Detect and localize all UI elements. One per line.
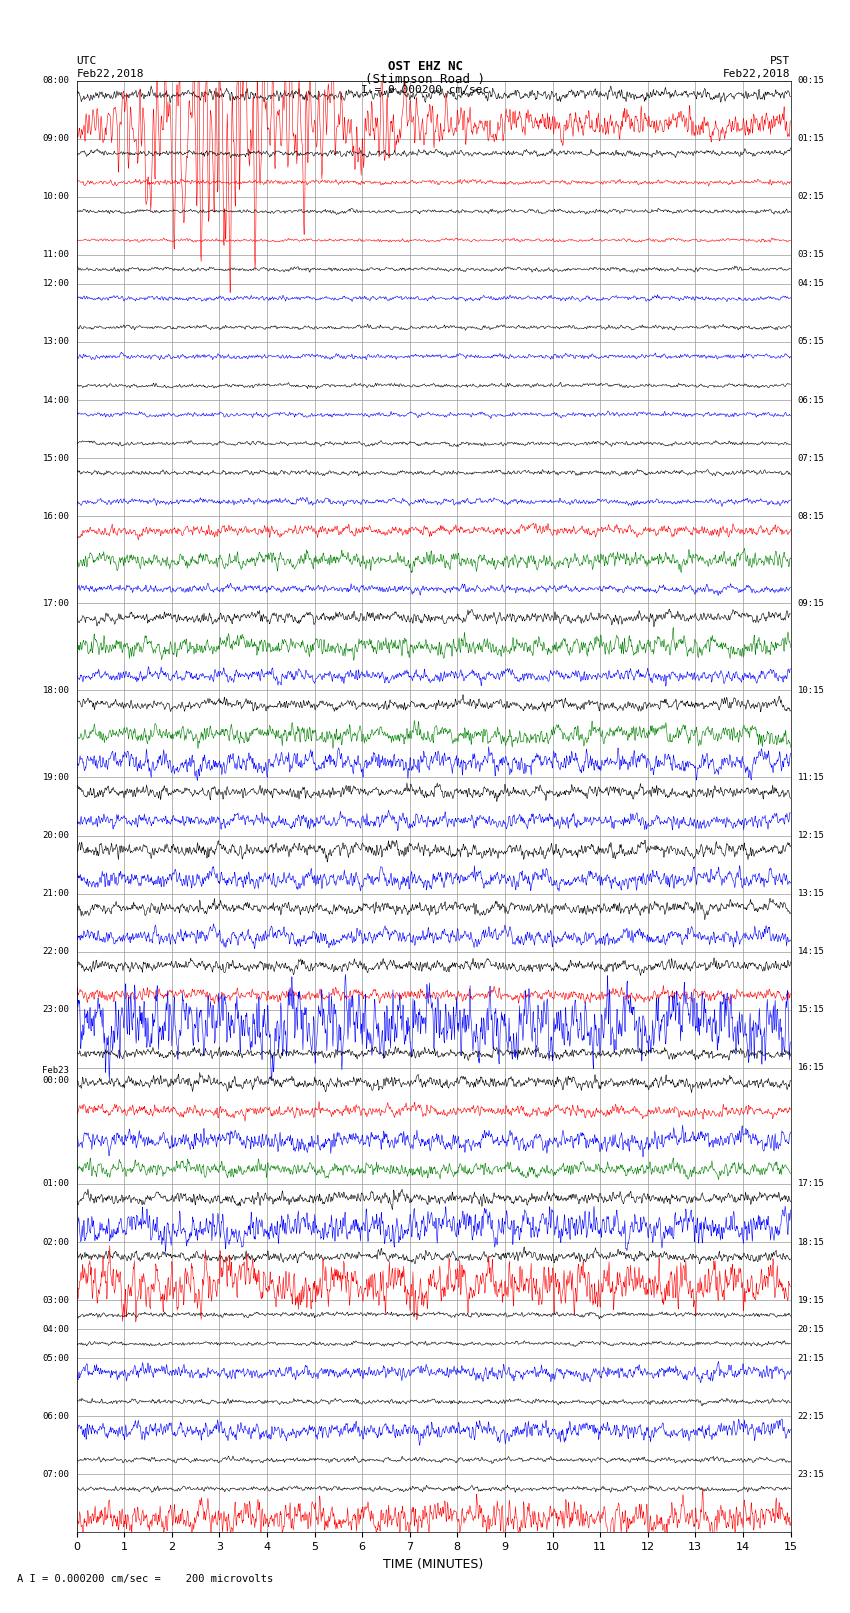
Text: UTC: UTC <box>76 56 97 66</box>
Text: 09:15: 09:15 <box>797 598 824 608</box>
Text: 02:00: 02:00 <box>42 1237 70 1247</box>
Text: 10:15: 10:15 <box>797 686 824 695</box>
Text: 06:15: 06:15 <box>797 395 824 405</box>
Text: 07:15: 07:15 <box>797 453 824 463</box>
Text: 19:15: 19:15 <box>797 1295 824 1305</box>
Text: OST EHZ NC: OST EHZ NC <box>388 60 462 73</box>
Text: 00:00: 00:00 <box>42 1076 70 1086</box>
Text: 22:00: 22:00 <box>42 947 70 957</box>
Text: 11:00: 11:00 <box>42 250 70 260</box>
Text: 12:00: 12:00 <box>42 279 70 289</box>
Text: 01:00: 01:00 <box>42 1179 70 1189</box>
Text: 05:00: 05:00 <box>42 1353 70 1363</box>
Text: 12:15: 12:15 <box>797 831 824 840</box>
Text: 20:15: 20:15 <box>797 1324 824 1334</box>
Text: 18:00: 18:00 <box>42 686 70 695</box>
Text: 17:00: 17:00 <box>42 598 70 608</box>
Text: 16:15: 16:15 <box>797 1063 824 1073</box>
Text: 13:00: 13:00 <box>42 337 70 347</box>
Text: 23:15: 23:15 <box>797 1469 824 1479</box>
Text: 04:15: 04:15 <box>797 279 824 289</box>
Text: 18:15: 18:15 <box>797 1237 824 1247</box>
Text: 08:15: 08:15 <box>797 511 824 521</box>
Text: 13:15: 13:15 <box>797 889 824 898</box>
Text: 04:00: 04:00 <box>42 1324 70 1334</box>
Text: 10:00: 10:00 <box>42 192 70 202</box>
Text: 21:15: 21:15 <box>797 1353 824 1363</box>
Text: 19:00: 19:00 <box>42 773 70 782</box>
Text: 11:15: 11:15 <box>797 773 824 782</box>
Text: 08:00: 08:00 <box>42 76 70 85</box>
Text: 06:00: 06:00 <box>42 1411 70 1421</box>
Text: 03:00: 03:00 <box>42 1295 70 1305</box>
X-axis label: TIME (MINUTES): TIME (MINUTES) <box>383 1558 484 1571</box>
Text: 14:15: 14:15 <box>797 947 824 957</box>
Text: 23:00: 23:00 <box>42 1005 70 1015</box>
Text: 16:00: 16:00 <box>42 511 70 521</box>
Text: PST: PST <box>770 56 790 66</box>
Text: 21:00: 21:00 <box>42 889 70 898</box>
Text: 01:15: 01:15 <box>797 134 824 144</box>
Text: Feb23: Feb23 <box>42 1066 70 1076</box>
Text: I = 0.000200 cm/sec: I = 0.000200 cm/sec <box>361 85 489 95</box>
Text: 03:15: 03:15 <box>797 250 824 260</box>
Text: 20:00: 20:00 <box>42 831 70 840</box>
Text: Feb22,2018: Feb22,2018 <box>76 69 144 79</box>
Text: Feb22,2018: Feb22,2018 <box>723 69 791 79</box>
Text: 17:15: 17:15 <box>797 1179 824 1189</box>
Text: 15:15: 15:15 <box>797 1005 824 1015</box>
Text: (Stimpson Road ): (Stimpson Road ) <box>365 73 485 85</box>
Text: A I = 0.000200 cm/sec =    200 microvolts: A I = 0.000200 cm/sec = 200 microvolts <box>17 1574 273 1584</box>
Text: 15:00: 15:00 <box>42 453 70 463</box>
Text: 22:15: 22:15 <box>797 1411 824 1421</box>
Text: 14:00: 14:00 <box>42 395 70 405</box>
Text: 00:15: 00:15 <box>797 76 824 85</box>
Text: 07:00: 07:00 <box>42 1469 70 1479</box>
Text: 02:15: 02:15 <box>797 192 824 202</box>
Text: 09:00: 09:00 <box>42 134 70 144</box>
Text: 05:15: 05:15 <box>797 337 824 347</box>
